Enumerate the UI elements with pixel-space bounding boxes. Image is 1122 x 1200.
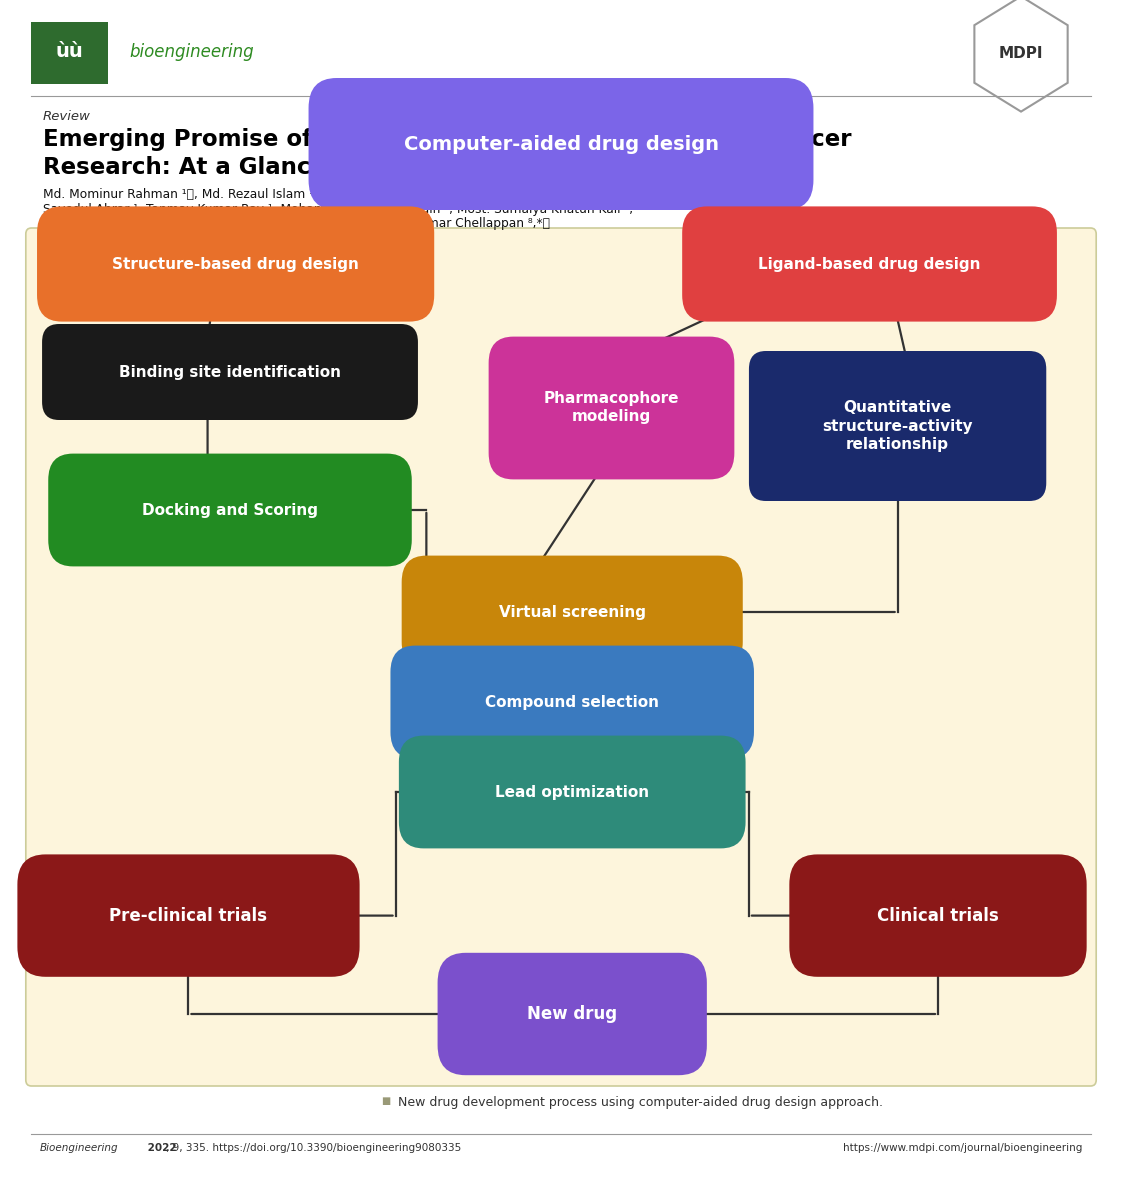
FancyBboxPatch shape bbox=[48, 454, 412, 566]
Text: Emerging Promise of Computational Techniques in Anti-Cancer
Research: At a Glanc: Emerging Promise of Computational Techni… bbox=[43, 128, 852, 179]
FancyBboxPatch shape bbox=[488, 336, 734, 479]
FancyBboxPatch shape bbox=[390, 646, 754, 758]
Text: Lead optimization: Lead optimization bbox=[495, 785, 650, 799]
Text: Md. Mominur Rahman ¹ⓘ, Md. Rezaul Islam ¹, Firoza Rahman ¹, Md. Saidur Rahaman ¹: Md. Mominur Rahman ¹ⓘ, Md. Rezaul Islam … bbox=[43, 188, 683, 202]
Text: ■: ■ bbox=[381, 1096, 390, 1105]
FancyBboxPatch shape bbox=[42, 324, 417, 420]
Text: MDPI: MDPI bbox=[999, 47, 1043, 61]
Text: Pre-clinical trials: Pre-clinical trials bbox=[110, 907, 267, 924]
Text: Bioengineering: Bioengineering bbox=[39, 1144, 118, 1153]
FancyBboxPatch shape bbox=[37, 206, 434, 322]
Text: bioengineering: bioengineering bbox=[129, 43, 254, 61]
Text: Quantitative
structure-activity
relationship: Quantitative structure-activity relation… bbox=[822, 401, 973, 451]
Text: Structure-based drug design: Structure-based drug design bbox=[112, 257, 359, 271]
FancyBboxPatch shape bbox=[749, 350, 1046, 502]
FancyBboxPatch shape bbox=[402, 556, 743, 668]
Text: Review: Review bbox=[43, 110, 91, 124]
Text: Binding site identification: Binding site identification bbox=[119, 365, 341, 379]
Text: New drug: New drug bbox=[527, 1006, 617, 1022]
FancyBboxPatch shape bbox=[31, 22, 108, 84]
Text: Pharmacophore
modeling: Pharmacophore modeling bbox=[544, 391, 679, 425]
FancyBboxPatch shape bbox=[438, 953, 707, 1075]
FancyBboxPatch shape bbox=[309, 78, 813, 210]
Text: Compound selection: Compound selection bbox=[485, 695, 660, 709]
FancyBboxPatch shape bbox=[18, 854, 359, 977]
Text: Clinical trials: Clinical trials bbox=[877, 907, 999, 924]
Text: 2022: 2022 bbox=[144, 1144, 176, 1153]
Text: Computer-aided drug design: Computer-aided drug design bbox=[404, 134, 718, 154]
Text: Docking and Scoring: Docking and Scoring bbox=[142, 503, 318, 517]
FancyBboxPatch shape bbox=[682, 206, 1057, 322]
Text: Ligand-based drug design: Ligand-based drug design bbox=[758, 257, 981, 271]
Text: Virtual screening: Virtual screening bbox=[498, 605, 646, 619]
Text: Sayedul Abrar ¹, Tanmay Kumar Ray ¹, Mohammad Borhan Uddin ¹, Most. Sumaiya Khat: Sayedul Abrar ¹, Tanmay Kumar Ray ¹, Moh… bbox=[43, 203, 633, 216]
FancyBboxPatch shape bbox=[789, 854, 1086, 977]
FancyBboxPatch shape bbox=[399, 736, 745, 848]
Text: , 9, 335. https://doi.org/10.3390/bioengineering9080335: , 9, 335. https://doi.org/10.3390/bioeng… bbox=[166, 1144, 461, 1153]
Text: New drug development process using computer-aided drug design approach.: New drug development process using compu… bbox=[398, 1096, 883, 1109]
FancyBboxPatch shape bbox=[26, 228, 1096, 1086]
Text: Kamal Dua ²ʳ⁴ⓘ, Mohammad Amjad Kamal ¹ʳ⁵ʶʷⓘ and Dinesh Kumar Chellappan ⁸,*ⓘ: Kamal Dua ²ʳ⁴ⓘ, Mohammad Amjad Kamal ¹ʳ⁵… bbox=[43, 217, 550, 230]
Text: ùù: ùù bbox=[56, 42, 83, 61]
Text: https://www.mdpi.com/journal/bioengineering: https://www.mdpi.com/journal/bioengineer… bbox=[844, 1144, 1083, 1153]
